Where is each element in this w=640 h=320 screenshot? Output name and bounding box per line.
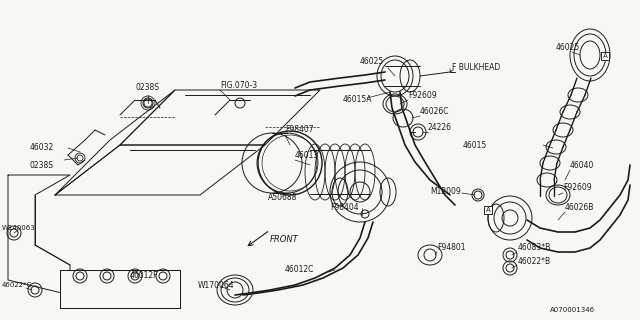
Text: FIG.070-3: FIG.070-3 — [220, 81, 257, 90]
Bar — [60, 270, 180, 308]
Text: 46032: 46032 — [30, 143, 54, 153]
Text: 46012C: 46012C — [285, 266, 314, 275]
Text: F92609: F92609 — [563, 183, 591, 193]
Text: 46022*B: 46022*B — [518, 258, 551, 267]
Text: F92609: F92609 — [408, 92, 436, 100]
Text: 46026C: 46026C — [420, 108, 449, 116]
Text: A: A — [486, 207, 490, 213]
Text: M12009: M12009 — [430, 188, 461, 196]
Text: 46012F: 46012F — [130, 270, 159, 279]
Text: 46015: 46015 — [463, 140, 487, 149]
Text: A: A — [486, 207, 490, 213]
Text: A: A — [603, 53, 607, 59]
Text: A070001346: A070001346 — [550, 307, 595, 313]
Text: 24226: 24226 — [428, 124, 452, 132]
Text: 0238S: 0238S — [30, 161, 54, 170]
Text: 46025: 46025 — [360, 58, 384, 67]
Text: FRONT: FRONT — [270, 236, 299, 244]
Text: A: A — [603, 53, 607, 59]
Text: 46083*B: 46083*B — [518, 244, 551, 252]
Text: 46013: 46013 — [295, 150, 319, 159]
Text: 0238S: 0238S — [136, 84, 160, 92]
Text: F98404: F98404 — [330, 204, 358, 212]
Text: 46026B: 46026B — [565, 204, 595, 212]
Text: F98407: F98407 — [285, 125, 314, 134]
Text: 46022*C: 46022*C — [2, 282, 32, 288]
Bar — [60, 270, 180, 308]
Text: F BULKHEAD: F BULKHEAD — [452, 63, 500, 73]
Text: 46040: 46040 — [570, 161, 595, 170]
Text: W170064: W170064 — [198, 281, 235, 290]
Text: W140063: W140063 — [2, 225, 36, 231]
Text: 46025: 46025 — [556, 44, 580, 52]
Text: 46015A: 46015A — [343, 95, 372, 105]
Text: A50688: A50688 — [268, 194, 298, 203]
Text: F94801: F94801 — [437, 244, 465, 252]
